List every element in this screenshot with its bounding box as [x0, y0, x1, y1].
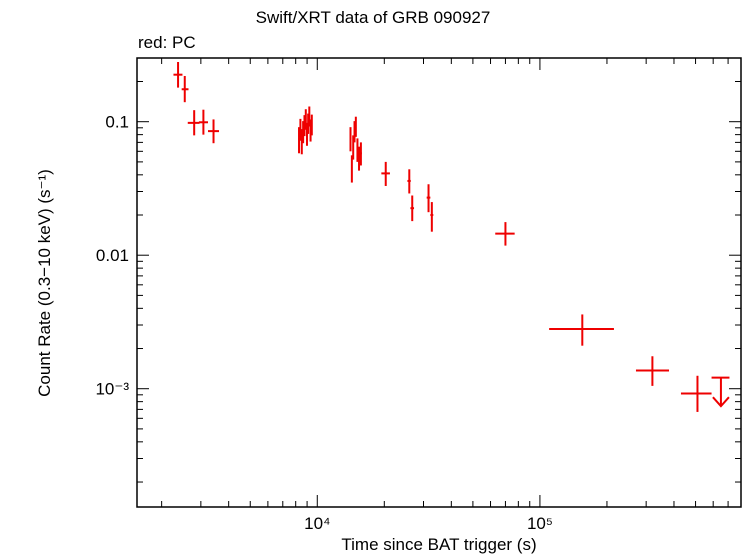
data-point: [354, 116, 357, 137]
data-point: [352, 135, 355, 160]
data-point: [349, 127, 352, 152]
data-point: [430, 202, 434, 232]
data-point: [680, 375, 712, 412]
data-point: [635, 356, 670, 386]
data-point: [207, 119, 220, 144]
data-point: [359, 142, 362, 166]
x-tick-label: 10⁵: [527, 514, 553, 533]
upper-limit: [711, 376, 730, 408]
plot-frame: [136, 57, 742, 508]
axis-ticks: [137, 58, 742, 507]
data-point: [299, 118, 302, 141]
data-point: [407, 169, 411, 194]
data-point: [495, 222, 515, 246]
data-point: [549, 314, 614, 346]
chart-subtitle: red: PC: [138, 33, 196, 52]
data-point: [310, 114, 313, 136]
data-point: [173, 62, 183, 88]
data-points: [173, 62, 730, 412]
data-point: [358, 146, 361, 171]
y-tick-label: 0.1: [105, 113, 129, 132]
x-tick-label: 10⁴: [304, 514, 330, 533]
data-point: [350, 155, 353, 183]
x-axis-label: Time since BAT trigger (s): [341, 535, 537, 554]
data-point: [304, 109, 307, 130]
data-point: [198, 109, 208, 135]
y-tick-label: 0.01: [96, 246, 129, 265]
data-point: [356, 138, 359, 162]
chart-title: Swift/XRT data of GRB 090927: [255, 8, 491, 27]
data-point: [181, 75, 189, 103]
y-axis-label: Count Rate (0.3−10 keV) (s⁻¹): [35, 169, 54, 397]
data-point: [187, 110, 200, 136]
data-point: [410, 195, 415, 222]
data-point: [426, 184, 431, 213]
y-tick-label: 10⁻³: [95, 380, 129, 399]
data-point: [381, 161, 390, 186]
data-point: [308, 106, 311, 127]
axis-tick-labels: 10⁴ 10⁵ 0.1 0.01 10⁻³: [95, 113, 552, 533]
upper-limit-arrowhead: [712, 396, 730, 408]
